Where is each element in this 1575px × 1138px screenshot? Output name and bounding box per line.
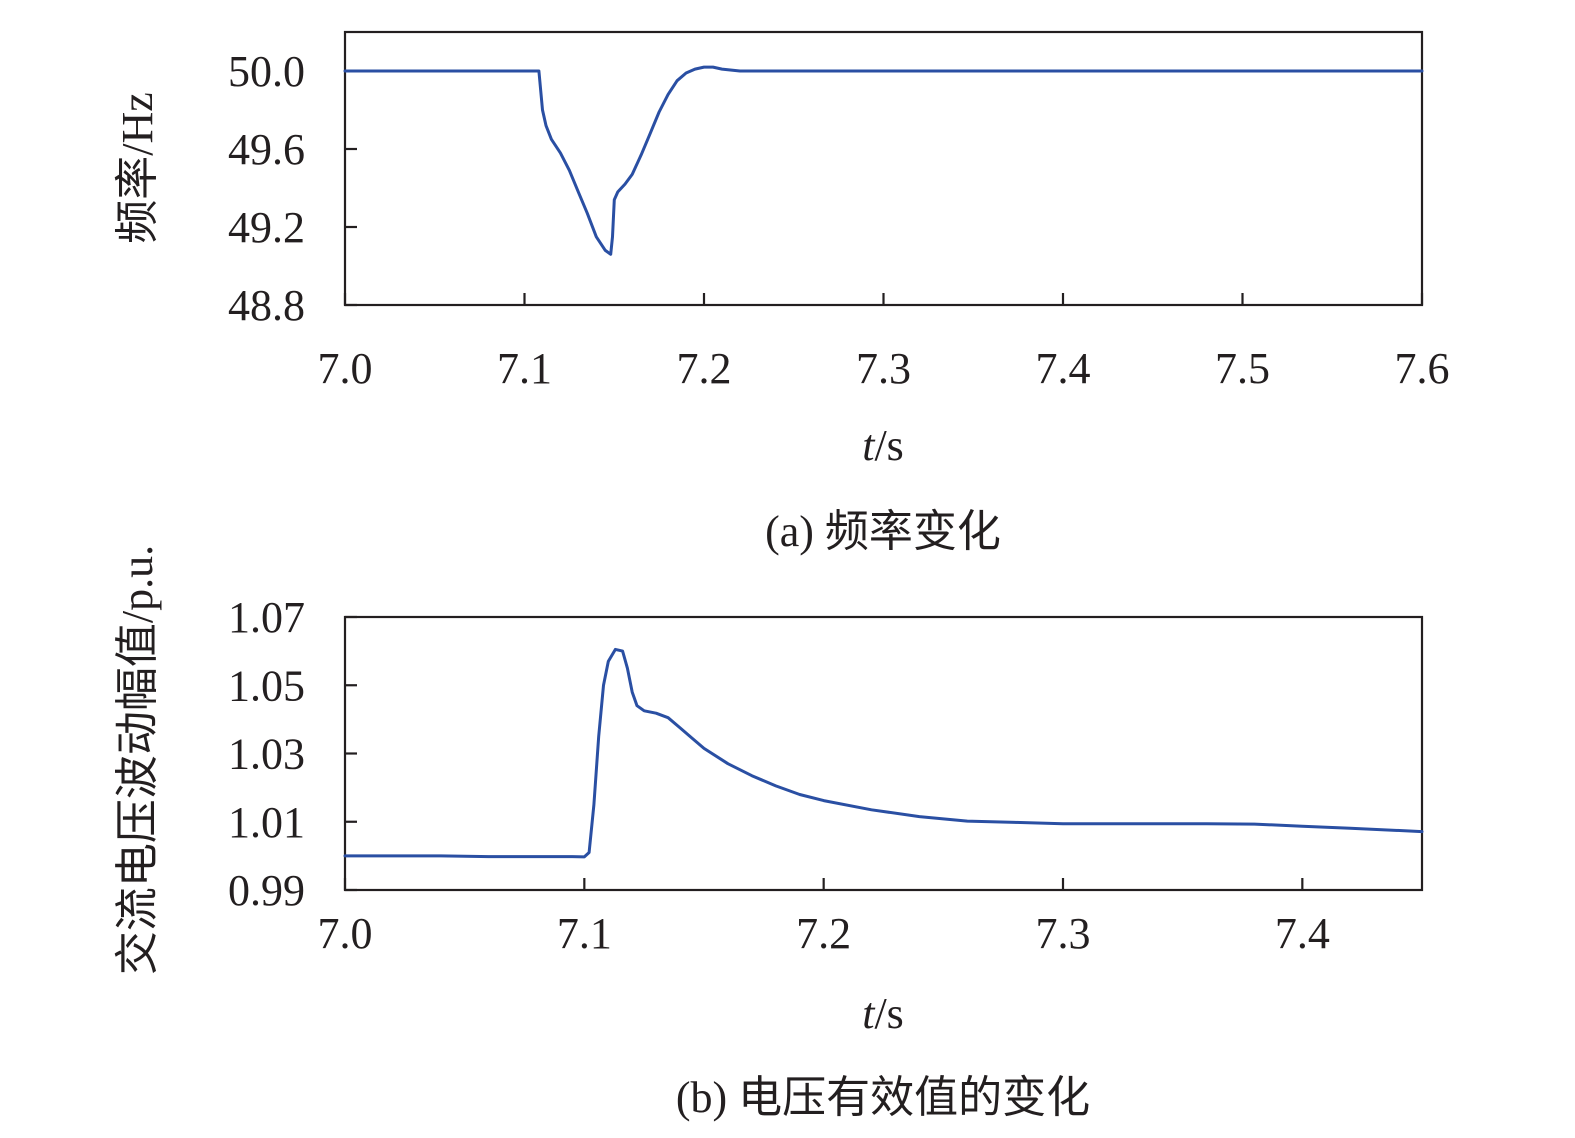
frequency-y-ticks: 50.0 49.6 49.2 48.8 [228,47,357,330]
frequency-y-tick-label: 50.0 [228,47,305,96]
voltage-y-axis-label: 交流电压波动幅值/p.u. [113,545,162,975]
frequency-x-tick-label: 7.2 [677,344,732,393]
frequency-x-tick-label: 7.4 [1036,344,1091,393]
frequency-y-axis-label: 频率/Hz [113,92,162,244]
frequency-x-tick-label: 7.3 [856,344,911,393]
voltage-x-tick-label: 7.3 [1036,909,1091,958]
frequency-x-tick-label: 7.1 [497,344,552,393]
voltage-y-ticks: 1.07 1.05 1.03 1.01 0.99 [228,593,357,915]
frequency-series-line [343,65,1424,256]
frequency-x-tick-label: 7.5 [1215,344,1270,393]
voltage-x-tick-label: 7.4 [1275,909,1330,958]
voltage-y-tick-label: 1.01 [228,798,305,847]
voltage-series [343,647,1424,859]
frequency-y-tick-label: 49.2 [228,203,305,252]
frequency-y-tick-label: 49.6 [228,125,305,174]
voltage-panel: 7.0 7.1 7.2 7.3 7.4 1.07 1.05 1.03 1.01 0.99 交流电… [113,545,1424,1122]
frequency-caption: (a) 频率变化 [765,507,1001,556]
voltage-y-tick-label: 1.03 [228,730,305,779]
voltage-x-tick-label: 7.2 [796,909,851,958]
frequency-x-tick-label: 7.0 [318,344,373,393]
frequency-x-tick-label: 7.6 [1395,344,1450,393]
voltage-caption: (b) 电压有效值的变化 [676,1073,1090,1122]
frequency-x-ticks: 7.0 7.1 7.2 7.3 7.4 7.5 7.6 [318,293,1450,393]
voltage-x-tick-label: 7.0 [318,909,373,958]
frequency-x-axis-label: t/s [862,421,904,470]
frequency-plot-frame [343,30,1424,307]
voltage-plot-frame [343,615,1424,892]
frequency-series [343,65,1424,256]
frequency-y-tick-label: 48.8 [228,281,305,330]
voltage-y-tick-label: 1.07 [228,593,305,642]
voltage-y-tick-label: 0.99 [228,866,305,915]
voltage-y-tick-label: 1.05 [228,661,305,710]
voltage-x-ticks: 7.0 7.1 7.2 7.3 7.4 [318,878,1330,958]
voltage-x-tick-label: 7.1 [557,909,612,958]
frequency-panel: 7.0 7.1 7.2 7.3 7.4 7.5 7.6 50.0 49.6 49.2 48.8 频… [113,30,1450,556]
voltage-x-axis-label: t/s [862,989,904,1038]
voltage-series-line [343,647,1424,859]
